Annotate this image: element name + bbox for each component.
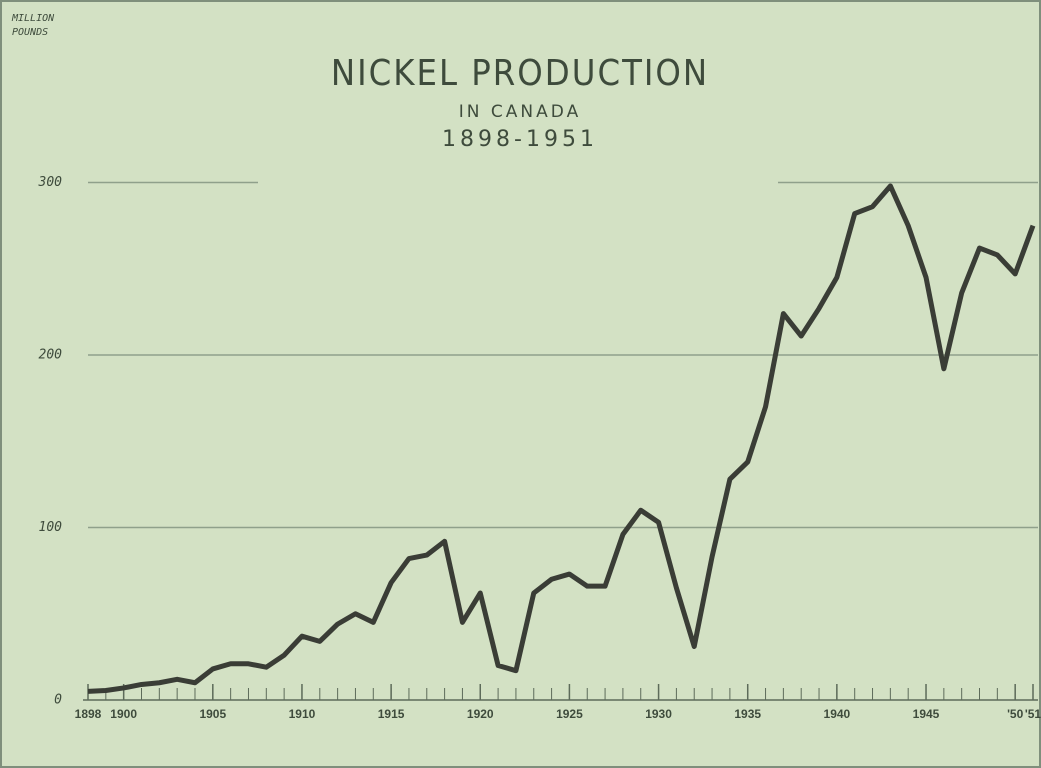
chart-title: NICKEL PRODUCTION [331, 53, 709, 94]
y-axis-label: POUNDS [12, 27, 48, 38]
x-tick-label: '50 [1007, 707, 1024, 721]
y-tick-label: 300 [38, 175, 63, 190]
x-tick-label: 1940 [824, 707, 851, 721]
y-tick-label: 100 [39, 520, 63, 535]
x-tick-label: 1920 [467, 707, 494, 721]
x-tick-label: 1900 [110, 707, 137, 721]
data-line [87, 183, 1036, 694]
title-backdrop [258, 40, 778, 200]
x-tick-label: 1898 [75, 707, 102, 721]
y-tick-label: 200 [39, 348, 63, 363]
x-tick-label: 1905 [199, 707, 226, 721]
chart-subtitle: 1898-1951 [442, 127, 598, 152]
x-tick-label: 1915 [378, 707, 405, 721]
x-tick-label: 1945 [913, 707, 940, 721]
x-tick-label: 1930 [645, 707, 672, 721]
y-tick-label: 0 [54, 693, 62, 708]
x-tick-label: 1925 [556, 707, 583, 721]
x-tick-label: 1935 [734, 707, 761, 721]
y-axis-label: MILLION [11, 13, 55, 24]
x-tick-label: 1910 [289, 707, 316, 721]
x-tick-label: '51 [1025, 707, 1041, 721]
chart-subtitle: IN CANADA [459, 102, 581, 122]
